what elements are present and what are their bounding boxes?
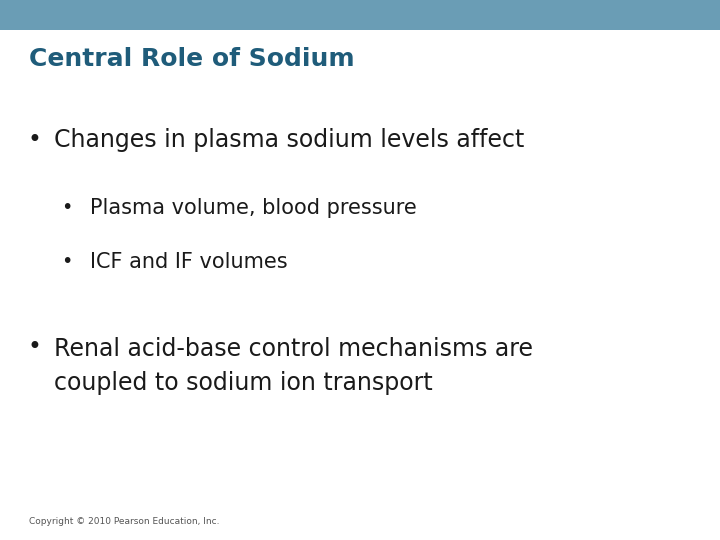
Text: •: • [27,335,41,359]
Text: Copyright © 2010 Pearson Education, Inc.: Copyright © 2010 Pearson Education, Inc. [29,517,220,526]
Text: •: • [61,252,73,272]
Text: •: • [27,129,41,152]
Text: Renal acid-base control mechanisms are
coupled to sodium ion transport: Renal acid-base control mechanisms are c… [54,338,533,395]
FancyBboxPatch shape [0,0,720,30]
Text: ICF and IF volumes: ICF and IF volumes [90,252,287,272]
Text: •: • [61,198,73,218]
Text: Plasma volume, blood pressure: Plasma volume, blood pressure [90,198,417,218]
Text: Changes in plasma sodium levels affect: Changes in plasma sodium levels affect [54,129,524,152]
Text: Central Role of Sodium: Central Role of Sodium [29,48,354,71]
